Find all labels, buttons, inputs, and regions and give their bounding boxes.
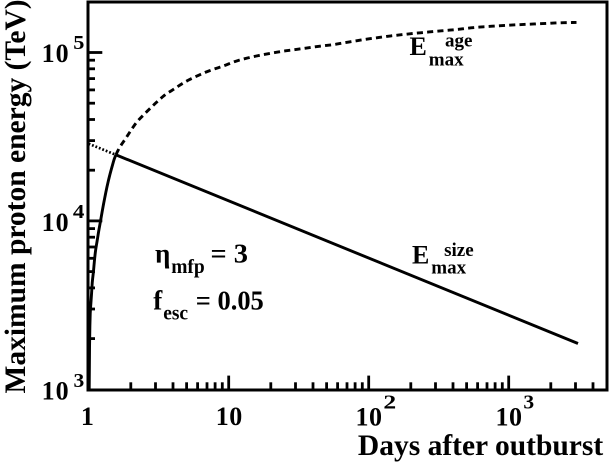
svg-text:2: 2 xyxy=(383,391,396,413)
svg-text:10: 10 xyxy=(42,208,70,237)
svg-text:5: 5 xyxy=(73,31,84,54)
svg-text:= 3: = 3 xyxy=(211,239,249,269)
svg-text:4: 4 xyxy=(73,200,85,222)
svg-text:E: E xyxy=(412,240,429,269)
svg-text:10: 10 xyxy=(42,39,70,68)
svg-text:1: 1 xyxy=(81,402,94,431)
svg-text:10: 10 xyxy=(496,403,523,432)
svg-text:max: max xyxy=(431,258,466,279)
svg-text:size: size xyxy=(444,240,474,261)
svg-text:mfp: mfp xyxy=(171,257,205,278)
svg-text:= 0.05: = 0.05 xyxy=(196,286,264,316)
svg-text:f: f xyxy=(153,286,163,316)
svg-text:10: 10 xyxy=(216,402,243,431)
svg-text:η: η xyxy=(155,239,170,269)
svg-text:age: age xyxy=(445,30,472,51)
svg-text:esc: esc xyxy=(163,303,188,324)
svg-text:10: 10 xyxy=(42,376,70,405)
svg-text:E: E xyxy=(410,32,427,61)
svg-text:10: 10 xyxy=(356,403,383,432)
svg-text:3: 3 xyxy=(74,369,85,392)
svg-text:3: 3 xyxy=(523,390,534,413)
svg-text:Maximum proton energy (TeV): Maximum proton energy (TeV) xyxy=(0,0,32,394)
svg-text:Days after outburst: Days after outburst xyxy=(358,430,603,462)
svg-text:max: max xyxy=(429,50,464,71)
